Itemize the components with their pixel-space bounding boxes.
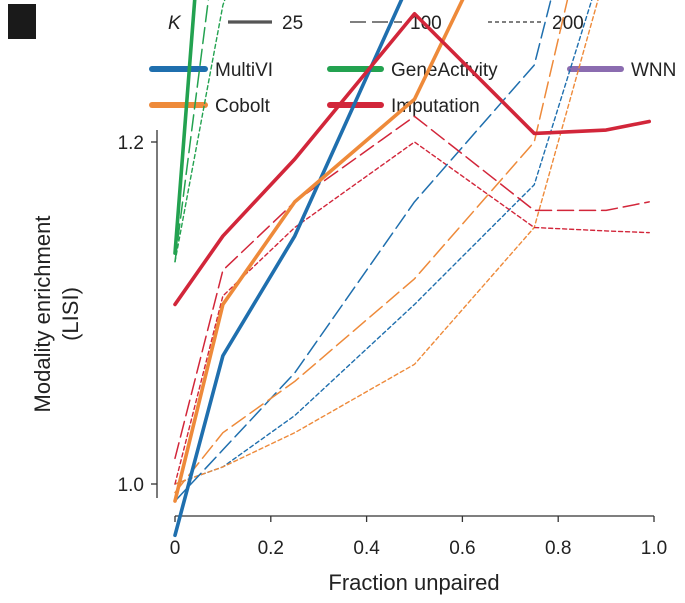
series-line-geneactivity-k25	[173, 0, 197, 255]
series-line-multivi-k25	[173, 0, 404, 538]
series-line-imputation-k25	[173, 11, 652, 307]
x-tick-label: 0.6	[449, 538, 475, 559]
x-axis-title: Fraction unpaired	[328, 570, 499, 595]
y-tick-label: 1.0	[118, 475, 144, 496]
x-tick-label: 0.2	[258, 538, 284, 559]
legend-label-geneactivity: GeneActivity	[391, 60, 498, 81]
series-line-cobolt-k25	[173, 0, 465, 503]
series-line-cobolt-k200	[174, 0, 599, 485]
series-line-multivi-k100	[174, 0, 552, 502]
x-tick-label: 1.0	[641, 538, 667, 559]
y-axis-title-line1: Modality enrichment	[30, 216, 55, 413]
y-axis-title-line2: (LISI)	[58, 287, 83, 341]
y-tick-label: 1.2	[118, 133, 144, 154]
axes: 1.01.21.41.61.82.0 00.20.40.60.81.0 Frac…	[30, 130, 667, 595]
x-tick-label: 0.4	[353, 538, 380, 559]
y-ticks: 1.01.21.41.61.82.0	[118, 133, 157, 496]
series-line-imputation-k200	[174, 141, 650, 485]
x-ticks: 0 0.2 0.4 0.6 0.8 1.0	[170, 516, 667, 559]
x-tick-label: 0	[170, 538, 181, 559]
series-line-cobolt-k100	[174, 0, 569, 494]
series-group	[173, 0, 652, 538]
panel-label	[8, 4, 36, 39]
legend-label-cobolt: Cobolt	[215, 96, 271, 117]
legend-k-label: 200	[552, 13, 584, 34]
x-tick-label: 0.8	[545, 538, 571, 559]
legend-label-wnn: WNN	[631, 60, 676, 81]
legend-k: K 25 100 200	[168, 13, 584, 34]
legend-label-multivi: MultiVI	[215, 60, 273, 81]
series-line-geneactivity-k200	[174, 0, 226, 263]
series-line-imputation-k100	[174, 115, 650, 460]
legend-k-title: K	[168, 13, 182, 34]
legend-k-label: 25	[282, 13, 303, 34]
